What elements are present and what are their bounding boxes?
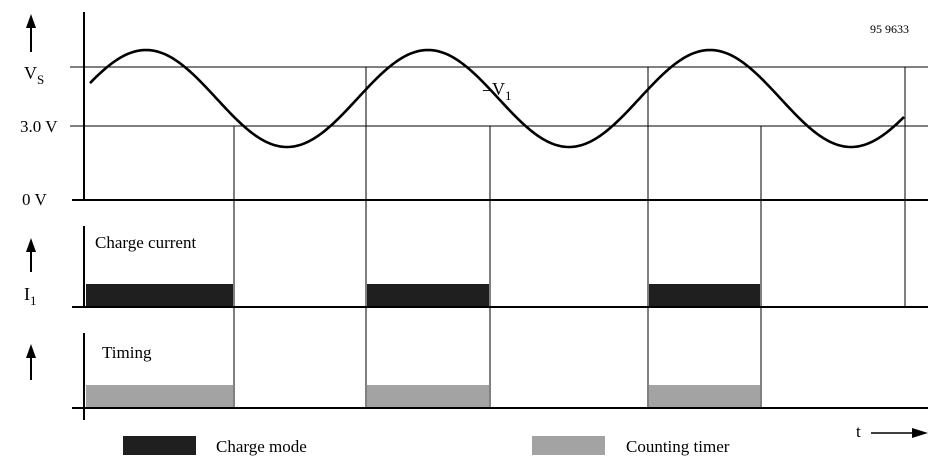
legend-charge-label: Charge mode	[216, 437, 307, 456]
current-up-arrow-icon	[26, 238, 36, 272]
timer-pulse-2	[367, 385, 489, 407]
signal-curve	[89, 48, 905, 149]
right-arrow-icon	[871, 428, 928, 438]
timing-up-arrow-icon	[26, 344, 36, 380]
legend-charge-swatch	[123, 436, 196, 455]
charge-pulse-2	[367, 284, 489, 306]
timer-pulse-1	[86, 385, 233, 407]
legend-timer-swatch	[532, 436, 605, 455]
timing-title: Timing	[102, 343, 152, 362]
legend-timer-label: Counting timer	[626, 437, 730, 456]
current-axis-label: I1	[24, 284, 37, 308]
figure-id: 95 9633	[870, 22, 909, 36]
charge-pulse-3	[649, 284, 760, 306]
charge-pulse-1	[86, 284, 233, 306]
signal-label: –V1	[482, 79, 512, 103]
charge-current-title: Charge current	[95, 233, 196, 252]
timer-pulse-3	[649, 385, 760, 407]
v3-label: 3.0 V	[20, 117, 58, 136]
time-axis-label: t	[856, 422, 861, 441]
v0-label: 0 V	[22, 190, 47, 209]
voltage-up-arrow-icon	[26, 14, 36, 52]
vs-label: VS	[24, 63, 44, 87]
